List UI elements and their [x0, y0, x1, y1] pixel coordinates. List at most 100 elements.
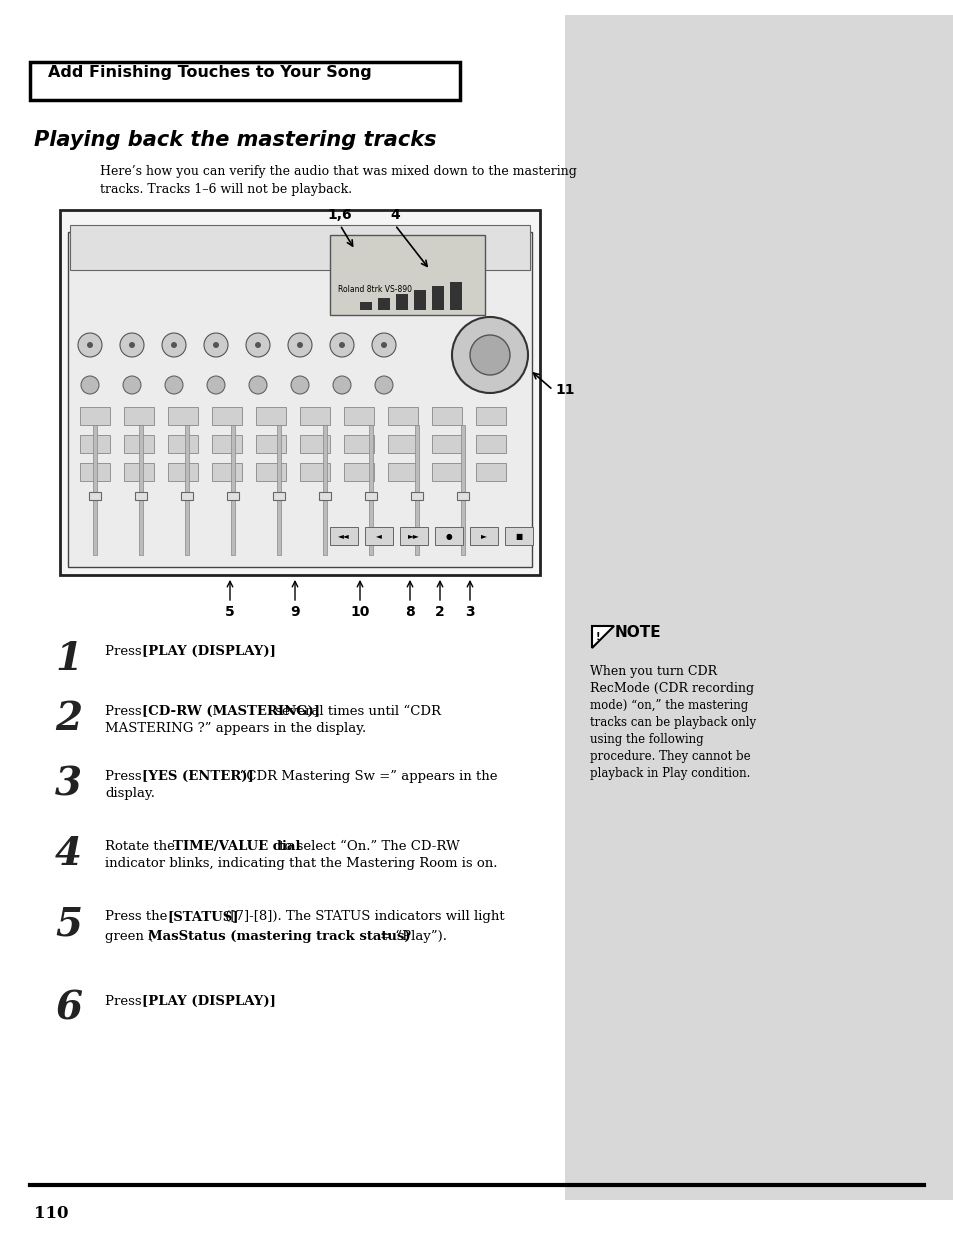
Bar [435, 527, 462, 545]
Text: display.: display. [105, 787, 154, 800]
Bar [377, 298, 390, 310]
Bar [414, 290, 426, 310]
Text: = “Play”).: = “Play”). [379, 930, 446, 943]
Bar [124, 436, 153, 453]
Text: ●: ● [445, 531, 452, 541]
Text: [PLAY (DISPLAY)]: [PLAY (DISPLAY)] [142, 995, 275, 1008]
Bar [124, 407, 153, 424]
Circle shape [249, 376, 267, 393]
Bar [456, 491, 469, 500]
Polygon shape [592, 625, 614, 648]
Bar [432, 436, 461, 453]
Text: Rotate the: Rotate the [105, 840, 179, 853]
Bar [330, 235, 484, 315]
Bar [476, 407, 505, 424]
Bar [231, 424, 234, 555]
Bar [432, 285, 443, 310]
Text: 110: 110 [34, 1205, 69, 1222]
Bar [330, 527, 357, 545]
Text: ■: ■ [515, 531, 522, 541]
Text: .: . [251, 995, 255, 1008]
Bar [344, 463, 374, 482]
Text: 1: 1 [55, 640, 82, 678]
Text: !: ! [595, 632, 599, 642]
Text: When you turn CDR: When you turn CDR [589, 665, 717, 678]
Bar [365, 491, 376, 500]
Circle shape [291, 376, 309, 393]
Bar [388, 436, 417, 453]
Text: . “CDR Mastering Sw =” appears in the: . “CDR Mastering Sw =” appears in the [231, 769, 497, 783]
Bar [185, 424, 189, 555]
Circle shape [288, 333, 312, 357]
Bar [476, 436, 505, 453]
Bar [415, 424, 418, 555]
Bar [388, 407, 417, 424]
Bar [181, 491, 193, 500]
Text: ([7]-[8]). The STATUS indicators will light: ([7]-[8]). The STATUS indicators will li… [221, 910, 504, 923]
Text: [STATUS]: [STATUS] [167, 910, 238, 923]
Bar [369, 424, 373, 555]
Text: TIME/VALUE dial: TIME/VALUE dial [173, 840, 300, 853]
Bar [68, 232, 532, 567]
Bar [299, 407, 330, 424]
Text: 6: 6 [55, 990, 82, 1028]
Bar [227, 491, 239, 500]
Circle shape [123, 376, 141, 393]
Text: 2: 2 [55, 700, 82, 738]
Bar [60, 210, 539, 575]
Text: 3: 3 [465, 606, 475, 619]
Text: 4: 4 [390, 208, 399, 222]
Bar [564, 15, 953, 1200]
Bar [168, 436, 198, 453]
Circle shape [129, 343, 135, 347]
Bar [411, 491, 422, 500]
Bar [388, 463, 417, 482]
Circle shape [296, 343, 303, 347]
Text: 1,6: 1,6 [327, 208, 352, 222]
Text: Press: Press [105, 769, 146, 783]
Text: ►►: ►► [408, 531, 419, 541]
Text: indicator blinks, indicating that the Mastering Room is on.: indicator blinks, indicating that the Ma… [105, 858, 497, 870]
Circle shape [375, 376, 393, 393]
Bar [30, 62, 459, 101]
Bar [212, 407, 242, 424]
Text: .: . [251, 645, 255, 658]
Bar [124, 463, 153, 482]
Bar [92, 424, 97, 555]
Text: RecMode (CDR recording: RecMode (CDR recording [589, 683, 753, 695]
Bar [476, 463, 505, 482]
Text: 11: 11 [555, 383, 574, 397]
Text: tracks can be playback only: tracks can be playback only [589, 716, 756, 728]
Bar [168, 463, 198, 482]
Text: Press: Press [105, 645, 146, 658]
Text: playback in Play condition.: playback in Play condition. [589, 767, 750, 781]
Circle shape [87, 343, 92, 347]
Bar [450, 282, 461, 310]
Circle shape [246, 333, 270, 357]
Text: Add Finishing Touches to Your Song: Add Finishing Touches to Your Song [48, 65, 372, 79]
Bar [460, 424, 464, 555]
Text: ◄: ◄ [375, 531, 381, 541]
Circle shape [330, 333, 354, 357]
Text: 10: 10 [350, 606, 370, 619]
Bar [395, 294, 408, 310]
Bar [344, 436, 374, 453]
Circle shape [120, 333, 144, 357]
Bar [70, 225, 530, 271]
Text: Press: Press [105, 995, 146, 1008]
Bar [432, 407, 461, 424]
Text: to select “On.” The CD-RW: to select “On.” The CD-RW [274, 840, 459, 853]
Text: [CD-RW (MASTERING)]: [CD-RW (MASTERING)] [142, 705, 320, 719]
Text: 3: 3 [55, 764, 82, 803]
Bar [299, 436, 330, 453]
Bar [359, 302, 372, 310]
Bar [212, 463, 242, 482]
Text: 4: 4 [55, 835, 82, 872]
Bar [432, 463, 461, 482]
Text: MASTERING ?” appears in the display.: MASTERING ?” appears in the display. [105, 722, 366, 735]
Text: 2: 2 [435, 606, 444, 619]
Circle shape [380, 343, 387, 347]
Text: 5: 5 [225, 606, 234, 619]
Circle shape [78, 333, 102, 357]
Text: [YES (ENTER)]: [YES (ENTER)] [142, 769, 253, 783]
